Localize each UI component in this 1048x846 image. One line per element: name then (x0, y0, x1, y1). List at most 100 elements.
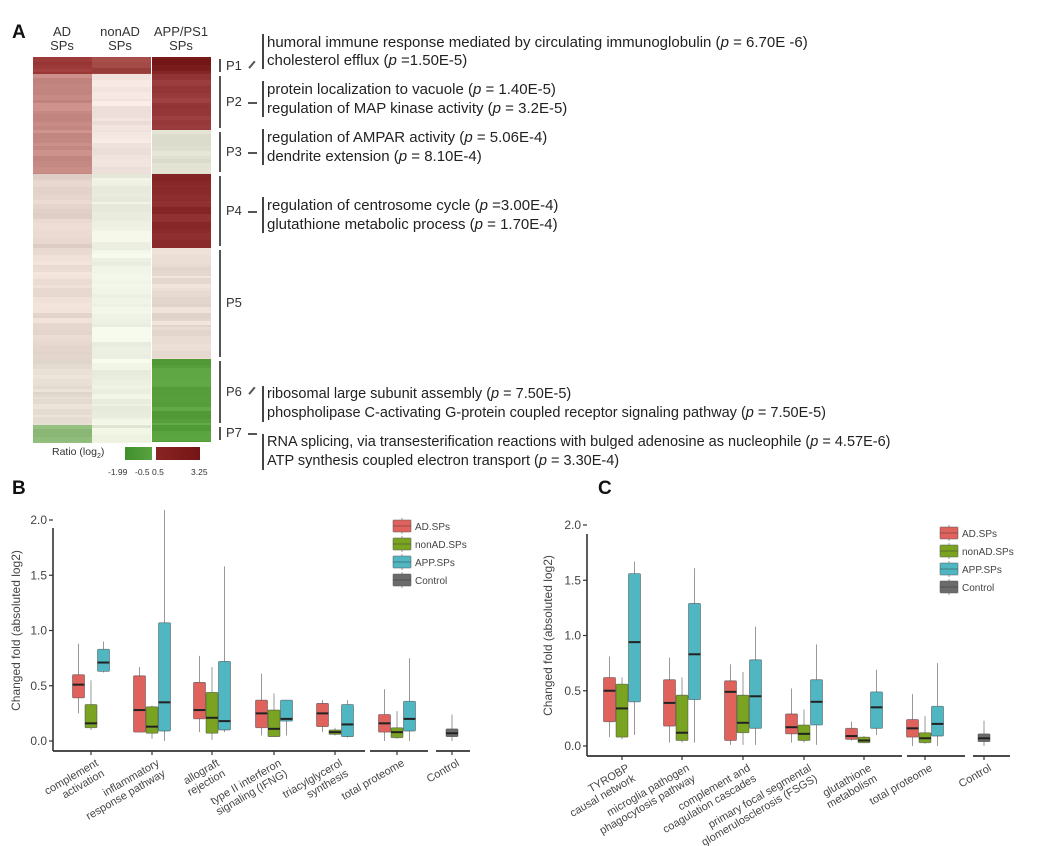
heatmap-cell (152, 57, 211, 60)
heatmap-cell (33, 71, 92, 75)
cluster-connector (248, 102, 257, 104)
heatmap-cell (33, 287, 92, 296)
y-tick-label: 0.5 (30, 679, 47, 693)
heatmap-cell (152, 93, 211, 99)
heatmap-cell (33, 204, 92, 210)
cluster-connector (248, 152, 257, 154)
heatmap-cell (92, 178, 151, 182)
go-term-name: regulation of centrosome cycle ( (267, 197, 480, 214)
heatmap-legend-red-bar (156, 447, 200, 460)
heatmap-cell (152, 120, 211, 126)
heatmap-cell (33, 323, 92, 331)
go-term: protein localization to vacuole (p = 1.4… (267, 80, 556, 99)
heatmap-cell (152, 344, 211, 352)
heatmap-cell (33, 254, 92, 262)
col-header-line: SPs (50, 38, 74, 53)
heatmap-cell (152, 271, 211, 277)
heatmap-cell (152, 145, 211, 152)
cluster-label: P3 (226, 144, 242, 160)
heatmap-cell (33, 385, 92, 390)
heatmap-cell (92, 370, 151, 376)
heatmap-cell (33, 111, 92, 115)
heatmap-cell (92, 427, 151, 436)
heatmap-cell (33, 436, 92, 443)
heatmap-cell (92, 411, 151, 418)
go-term: regulation of AMPAR activity (p = 5.06E-… (267, 128, 547, 147)
go-term-name: regulation of AMPAR activity ( (267, 129, 465, 146)
heatmap-cell (152, 342, 211, 345)
col-header-line: SPs (108, 38, 132, 53)
heatmap-cell (152, 386, 211, 391)
heatmap-cell (33, 379, 92, 387)
heatmap-cell (152, 185, 211, 188)
y-tick-label: 1.0 (564, 629, 581, 643)
heatmap-cell (152, 88, 211, 92)
heatmap-cell (152, 232, 211, 241)
box-ad-sps (316, 703, 329, 728)
heatmap-cell (92, 399, 151, 405)
heatmap-cell (152, 365, 211, 369)
heatmap-cell (152, 440, 211, 443)
heatmap-cell (92, 337, 151, 343)
heatmap-cell (152, 130, 211, 135)
heatmap-cell (92, 99, 151, 102)
box-nonad-sps (145, 706, 159, 734)
heatmap-cell (33, 179, 92, 182)
heatmap-cell (33, 83, 92, 90)
heatmap-cell (92, 318, 151, 325)
go-term-name: ribosomal large subunit assembly ( (267, 386, 492, 402)
cluster-bracket (219, 59, 221, 73)
go-term: humoral immune response mediated by circ… (267, 33, 808, 52)
legend-label: AD.SPs (415, 522, 450, 533)
heatmap-cell (152, 368, 211, 374)
heatmap-cell (92, 388, 151, 395)
heatmap-cell (152, 287, 211, 292)
heatmap (33, 57, 211, 443)
x-tick-label: Control (425, 757, 462, 785)
heatmap-cell (92, 130, 151, 133)
heatmap-cell (152, 85, 211, 89)
p-value: = 7.50E-5) (753, 405, 826, 421)
box-app-sps (97, 648, 110, 672)
heatmap-cell (152, 125, 211, 131)
heatmap-cell (152, 173, 211, 175)
x-tick-label: complementactivation (43, 757, 107, 808)
cluster-bracket (219, 176, 221, 246)
heatmap-cell (92, 121, 151, 126)
cluster-connector (248, 433, 257, 435)
go-term-name: phospholipase C-activating G-protein cou… (267, 405, 746, 421)
heatmap-cell (33, 414, 92, 418)
heatmap-cell (92, 250, 151, 254)
y-tick-label: 0.0 (30, 734, 47, 748)
heatmap-cell (92, 286, 151, 295)
cluster-connector (248, 60, 256, 69)
heatmap-cell (33, 312, 92, 317)
legend-label: nonAD.SPs (415, 540, 467, 551)
heatmap-cell (33, 429, 92, 438)
p-value: =3.00E-4) (487, 197, 559, 214)
go-term: ribosomal large subunit assembly (p = 7.… (267, 385, 571, 404)
heatmap-cell (33, 397, 92, 400)
heatmap-cell (92, 419, 151, 425)
p-symbol: p (479, 197, 488, 214)
heatmap-cell (92, 252, 151, 259)
heatmap-cell (152, 170, 211, 174)
heatmap-cell (92, 216, 151, 222)
box-app-sps (403, 700, 416, 732)
term-bracket (262, 197, 264, 233)
heatmap-cell (152, 264, 211, 268)
x-tick-label-line: Control (425, 757, 462, 785)
heatmap-cell (152, 247, 211, 253)
heatmap-cell (92, 106, 151, 113)
heatmap-cell (33, 274, 92, 280)
heatmap-cell (92, 324, 151, 328)
p-value: = 1.40E-5) (481, 81, 556, 98)
heatmap-cell (33, 404, 92, 410)
heatmap-cell (92, 204, 151, 213)
y-tick-label: 0.0 (564, 739, 581, 753)
heatmap-cell (33, 297, 92, 304)
heatmap-cell (33, 344, 92, 353)
p-symbol: p (491, 386, 500, 402)
heatmap-cell (152, 103, 211, 107)
heatmap-cell (33, 209, 92, 214)
